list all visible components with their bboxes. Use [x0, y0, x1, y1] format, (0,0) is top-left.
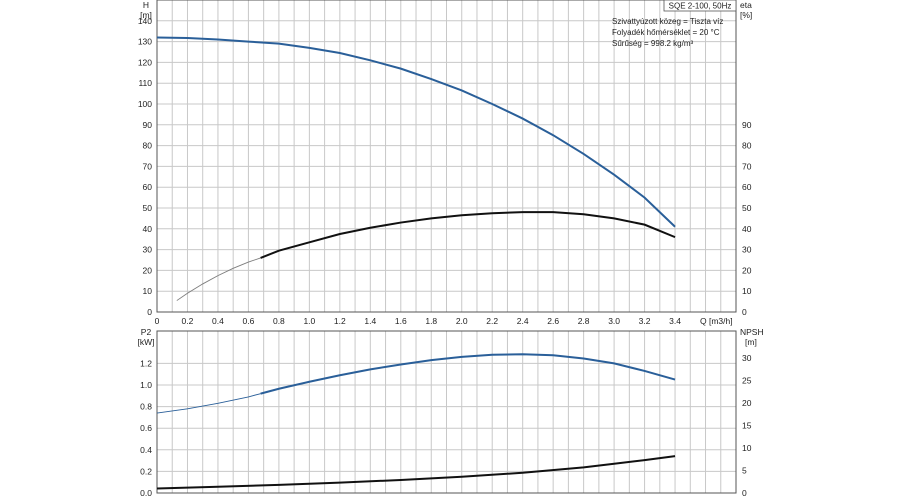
x-tick-label: 1.2 [334, 316, 346, 326]
bottom-right-tick-label: 10 [742, 443, 752, 453]
bottom-right-axis-label: NPSH [740, 327, 764, 337]
top-left-axis-unit: [m] [140, 10, 152, 20]
bottom-right-tick-label: 25 [742, 376, 752, 386]
top-left-tick-label: 10 [143, 286, 153, 296]
top-left-tick-label: 140 [138, 16, 152, 26]
x-tick-label: 3.4 [669, 316, 681, 326]
x-tick-label: 1.8 [425, 316, 437, 326]
top-left-tick-label: 50 [143, 203, 153, 213]
top-right-tick-label: 60 [742, 182, 752, 192]
bottom-left-tick-label: 0.4 [140, 445, 152, 455]
bottom-right-tick-label: 30 [742, 353, 752, 363]
x-tick-label: 0 [155, 316, 160, 326]
top-left-tick-label: 20 [143, 265, 153, 275]
annotation-medium: Szivattyúzott közeg = Tiszta víz [612, 17, 723, 26]
top-chart-grid [157, 0, 736, 312]
top-left-tick-label: 120 [138, 57, 152, 67]
x-tick-label: 1.4 [364, 316, 376, 326]
bottom-left-tick-label: 1.0 [140, 380, 152, 390]
top-right-tick-label: 0 [742, 307, 747, 317]
series-eta-extended-line [176, 257, 261, 301]
chart-title-box [663, 0, 737, 12]
top-right-tick-label: 30 [742, 245, 752, 255]
bottom-left-tick-label: 1.2 [140, 358, 152, 368]
bottom-left-axis-label: P2 [141, 327, 152, 337]
top-chart-frame [156, 0, 737, 313]
x-tick-label: 1.0 [303, 316, 315, 326]
chart-title: SQE 2-100, 50Hz [669, 2, 732, 11]
bottom-right-tick-label: 0 [742, 488, 747, 498]
series-P2-extended-line [156, 393, 261, 414]
annotation-temperature: Folyadék hőmérséklet = 20 °C [612, 28, 720, 37]
top-right-tick-label: 40 [742, 224, 752, 234]
bottom-left-tick-label: 0.8 [140, 402, 152, 412]
bottom-right-tick-label: 20 [742, 398, 752, 408]
x-tick-label: 2.0 [456, 316, 468, 326]
x-axis-label: Q [m3/h] [700, 316, 733, 326]
series-NPSH-line [156, 455, 676, 490]
x-tick-label: 1.6 [395, 316, 407, 326]
top-left-tick-label: 90 [143, 120, 153, 130]
top-right-axis-unit: [%] [740, 10, 752, 20]
top-left-axis-label: H [143, 0, 149, 10]
bottom-left-tick-label: 0.6 [140, 423, 152, 433]
x-tick-label: 0.8 [273, 316, 285, 326]
top-left-tick-label: 40 [143, 224, 153, 234]
x-tick-label: 3.0 [608, 316, 620, 326]
bottom-right-tick-label: 5 [742, 466, 747, 476]
x-tick-label: 0.2 [182, 316, 194, 326]
series-H-line [156, 36, 676, 228]
x-tick-label: 2.2 [486, 316, 498, 326]
x-tick-label: 2.4 [517, 316, 529, 326]
bottom-chart-frame [156, 330, 737, 494]
top-left-tick-label: 130 [138, 37, 152, 47]
top-left-tick-label: 0 [147, 307, 152, 317]
top-right-tick-label: 80 [742, 141, 752, 151]
series-eta-line [260, 211, 676, 259]
bottom-right-tick-label: 15 [742, 421, 752, 431]
top-left-tick-label: 30 [143, 245, 153, 255]
bottom-left-axis-unit: [kW] [138, 337, 155, 347]
bottom-left-tick-label: 0.0 [140, 488, 152, 498]
top-right-tick-label: 10 [742, 286, 752, 296]
top-left-tick-label: 70 [143, 161, 153, 171]
x-tick-label: 0.4 [212, 316, 224, 326]
x-tick-label: 2.8 [578, 316, 590, 326]
top-left-tick-label: 100 [138, 99, 152, 109]
top-left-tick-label: 80 [143, 141, 153, 151]
x-tick-label: 0.6 [243, 316, 255, 326]
x-tick-label: 2.6 [547, 316, 559, 326]
annotation-density: Sűrűség = 998.2 kg/m³ [612, 39, 693, 48]
x-tick-label: 3.2 [639, 316, 651, 326]
bottom-chart-grid [157, 331, 736, 493]
top-right-tick-label: 20 [742, 265, 752, 275]
series-P2-line [260, 353, 676, 395]
top-left-tick-label: 60 [143, 182, 153, 192]
bottom-left-tick-label: 0.2 [140, 466, 152, 476]
top-right-tick-label: 70 [742, 161, 752, 171]
bottom-right-axis-unit: [m] [745, 337, 757, 347]
top-right-tick-label: 90 [742, 120, 752, 130]
top-right-tick-label: 50 [742, 203, 752, 213]
top-right-axis-label: eta [740, 0, 752, 10]
top-left-tick-label: 110 [138, 78, 152, 88]
